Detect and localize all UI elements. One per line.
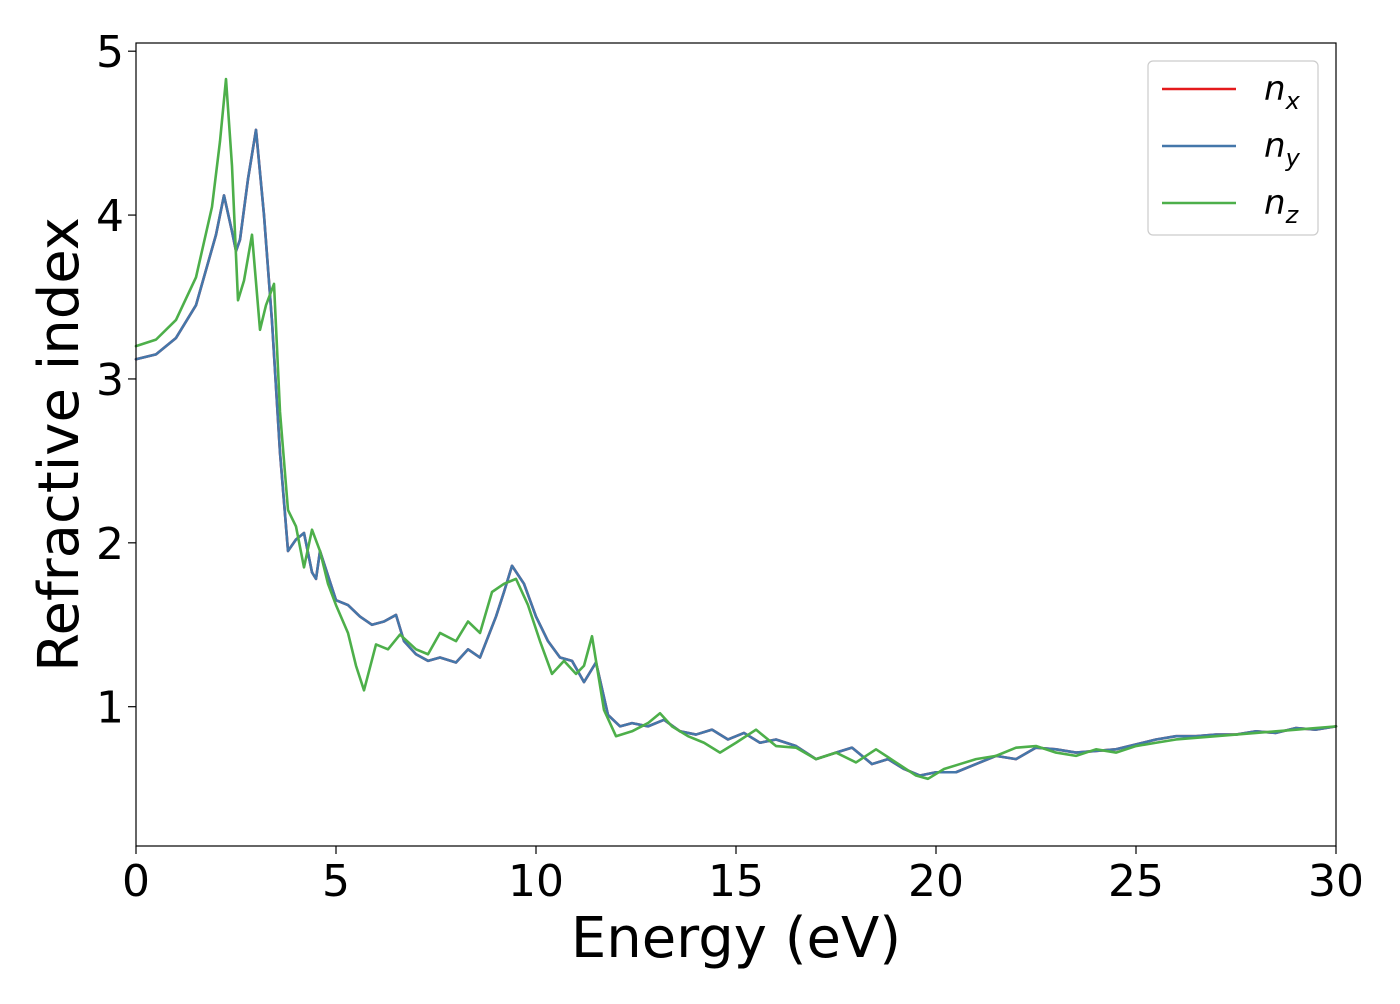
y-tick-label: 3 bbox=[96, 355, 124, 406]
series-layer bbox=[134, 77, 1338, 781]
y-tick-label: 4 bbox=[96, 191, 124, 242]
y-axis-label: Refractive index bbox=[27, 217, 92, 672]
legend-label-z: nz bbox=[1264, 183, 1300, 229]
legend-frame bbox=[1147, 60, 1319, 236]
y-tick-label: 2 bbox=[96, 519, 124, 570]
x-axis-ticks: 0 5 10 15 20 25 30 bbox=[122, 846, 1364, 907]
x-tick-label: 5 bbox=[322, 856, 350, 907]
series-line-z bbox=[134, 77, 1338, 781]
legend-label-x: nx bbox=[1264, 69, 1301, 115]
x-tick-label: 15 bbox=[708, 856, 764, 907]
x-tick-label: 25 bbox=[1108, 856, 1164, 907]
x-tick-label: 10 bbox=[508, 856, 564, 907]
x-axis-label: Energy (eV) bbox=[571, 906, 901, 971]
series-line-y bbox=[134, 128, 1338, 777]
y-axis-ticks: 1 2 3 4 5 bbox=[96, 27, 136, 734]
legend: nx ny nz bbox=[1147, 60, 1319, 236]
legend-label-y: ny bbox=[1264, 126, 1301, 172]
y-tick-label: 5 bbox=[96, 27, 124, 78]
x-tick-label: 0 bbox=[122, 856, 150, 907]
y-tick-label: 1 bbox=[96, 683, 124, 734]
x-tick-label: 20 bbox=[908, 856, 964, 907]
x-tick-label: 30 bbox=[1308, 856, 1364, 907]
